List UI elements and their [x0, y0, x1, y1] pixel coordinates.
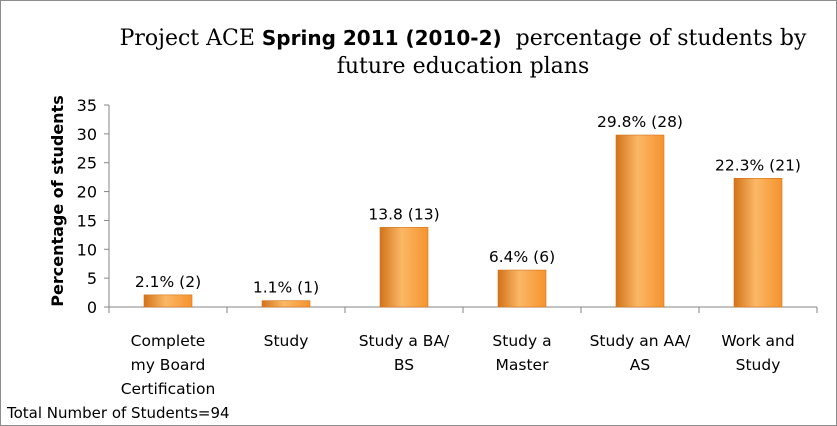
category-labels-group: Complete my Board Certification Study Study … — [121, 332, 795, 398]
category-label: Study — [264, 332, 309, 350]
category-label-line: my Board — [131, 356, 206, 374]
y-tick-label: 20 — [77, 183, 97, 202]
x-axis — [108, 306, 818, 313]
category-label-line: Study — [264, 332, 309, 350]
category-label-line: Certification — [121, 380, 216, 398]
data-label: 2.1% (2) — [135, 273, 201, 291]
category-label-line: Study an AA/ — [590, 332, 692, 350]
y-tick-label: 30 — [77, 125, 97, 144]
y-tick-label: 15 — [77, 211, 97, 230]
category-label-line: AS — [630, 356, 650, 374]
y-axis: 0 5 10 15 20 25 30 35 — [77, 96, 110, 317]
y-tick-label: 35 — [77, 96, 97, 115]
total-students-note: Total Number of Students=94 — [6, 404, 230, 422]
y-tick-label: 25 — [77, 154, 97, 173]
y-tick-label: 10 — [77, 240, 97, 259]
bar — [497, 269, 547, 308]
y-tick-label: 5 — [87, 269, 97, 288]
bars-group — [143, 134, 783, 308]
chart-title-line-1: Project ACE Spring 2011 (2010-2) percent… — [120, 26, 807, 51]
bar — [379, 227, 429, 308]
bar — [615, 134, 665, 308]
category-label-line: Study a — [492, 332, 551, 350]
data-label: 6.4% (6) — [489, 248, 555, 266]
category-label: Study an AA/AS — [590, 332, 692, 374]
y-axis-label: Percentage of students — [48, 95, 67, 306]
data-label: 13.8 (13) — [368, 205, 439, 223]
category-label-line: Master — [496, 356, 550, 374]
category-label: Study a BA/BS — [359, 332, 450, 374]
chart-title-prefix: Project ACE — [120, 26, 262, 51]
data-label: 1.1% (1) — [253, 279, 319, 297]
y-tick-label: 0 — [87, 298, 97, 317]
category-label-line: BS — [394, 356, 414, 374]
category-label-line: Work and — [721, 332, 794, 350]
data-labels-group: 2.1% (2) 1.1% (1) 13.8 (13) 6.4% (6) 29.8% (… — [135, 113, 801, 297]
category-label-line: Study — [736, 356, 781, 374]
chart-title-bold: Spring 2011 (2010-2) — [262, 26, 502, 50]
category-label: Complete my Board Certification — [121, 332, 216, 398]
bar — [733, 177, 783, 308]
data-label: 22.3% (21) — [715, 156, 801, 174]
bar — [143, 294, 193, 308]
category-label-line: Complete — [131, 332, 206, 350]
chart-title-line-2: future education plans — [337, 54, 590, 79]
data-label: 29.8% (28) — [597, 113, 683, 131]
category-label-line: Study a BA/ — [359, 332, 450, 350]
bar — [261, 300, 311, 308]
category-label: Work and Study — [721, 332, 794, 374]
chart-title-suffix: percentage of students by — [502, 26, 807, 51]
category-label: Study a Master — [492, 332, 551, 374]
